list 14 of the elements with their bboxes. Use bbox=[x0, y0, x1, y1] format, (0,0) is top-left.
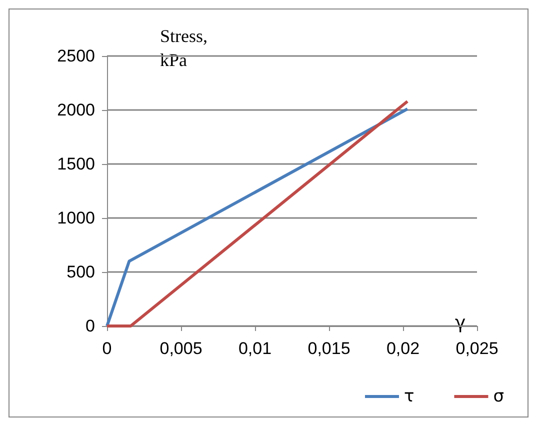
y-tick-label: 2000 bbox=[57, 100, 95, 120]
y-tick-label: 1500 bbox=[57, 154, 95, 174]
legend-label: σ bbox=[493, 386, 504, 406]
y-tick-label: 0 bbox=[86, 316, 95, 336]
y-tick-label: 500 bbox=[66, 262, 95, 282]
y-tick-label: 2500 bbox=[57, 46, 95, 66]
x-tick-label: 0 bbox=[102, 339, 112, 358]
x-tick-label: 0,015 bbox=[308, 339, 350, 358]
x-tick-label: 0,02 bbox=[386, 339, 420, 358]
x-tick-label: 0,025 bbox=[456, 339, 498, 358]
x-tick-label: 0,005 bbox=[160, 339, 202, 358]
y-tick-label: 1000 bbox=[57, 208, 95, 228]
legend-label: τ bbox=[404, 386, 414, 406]
x-tick-label: 0,01 bbox=[238, 339, 272, 358]
